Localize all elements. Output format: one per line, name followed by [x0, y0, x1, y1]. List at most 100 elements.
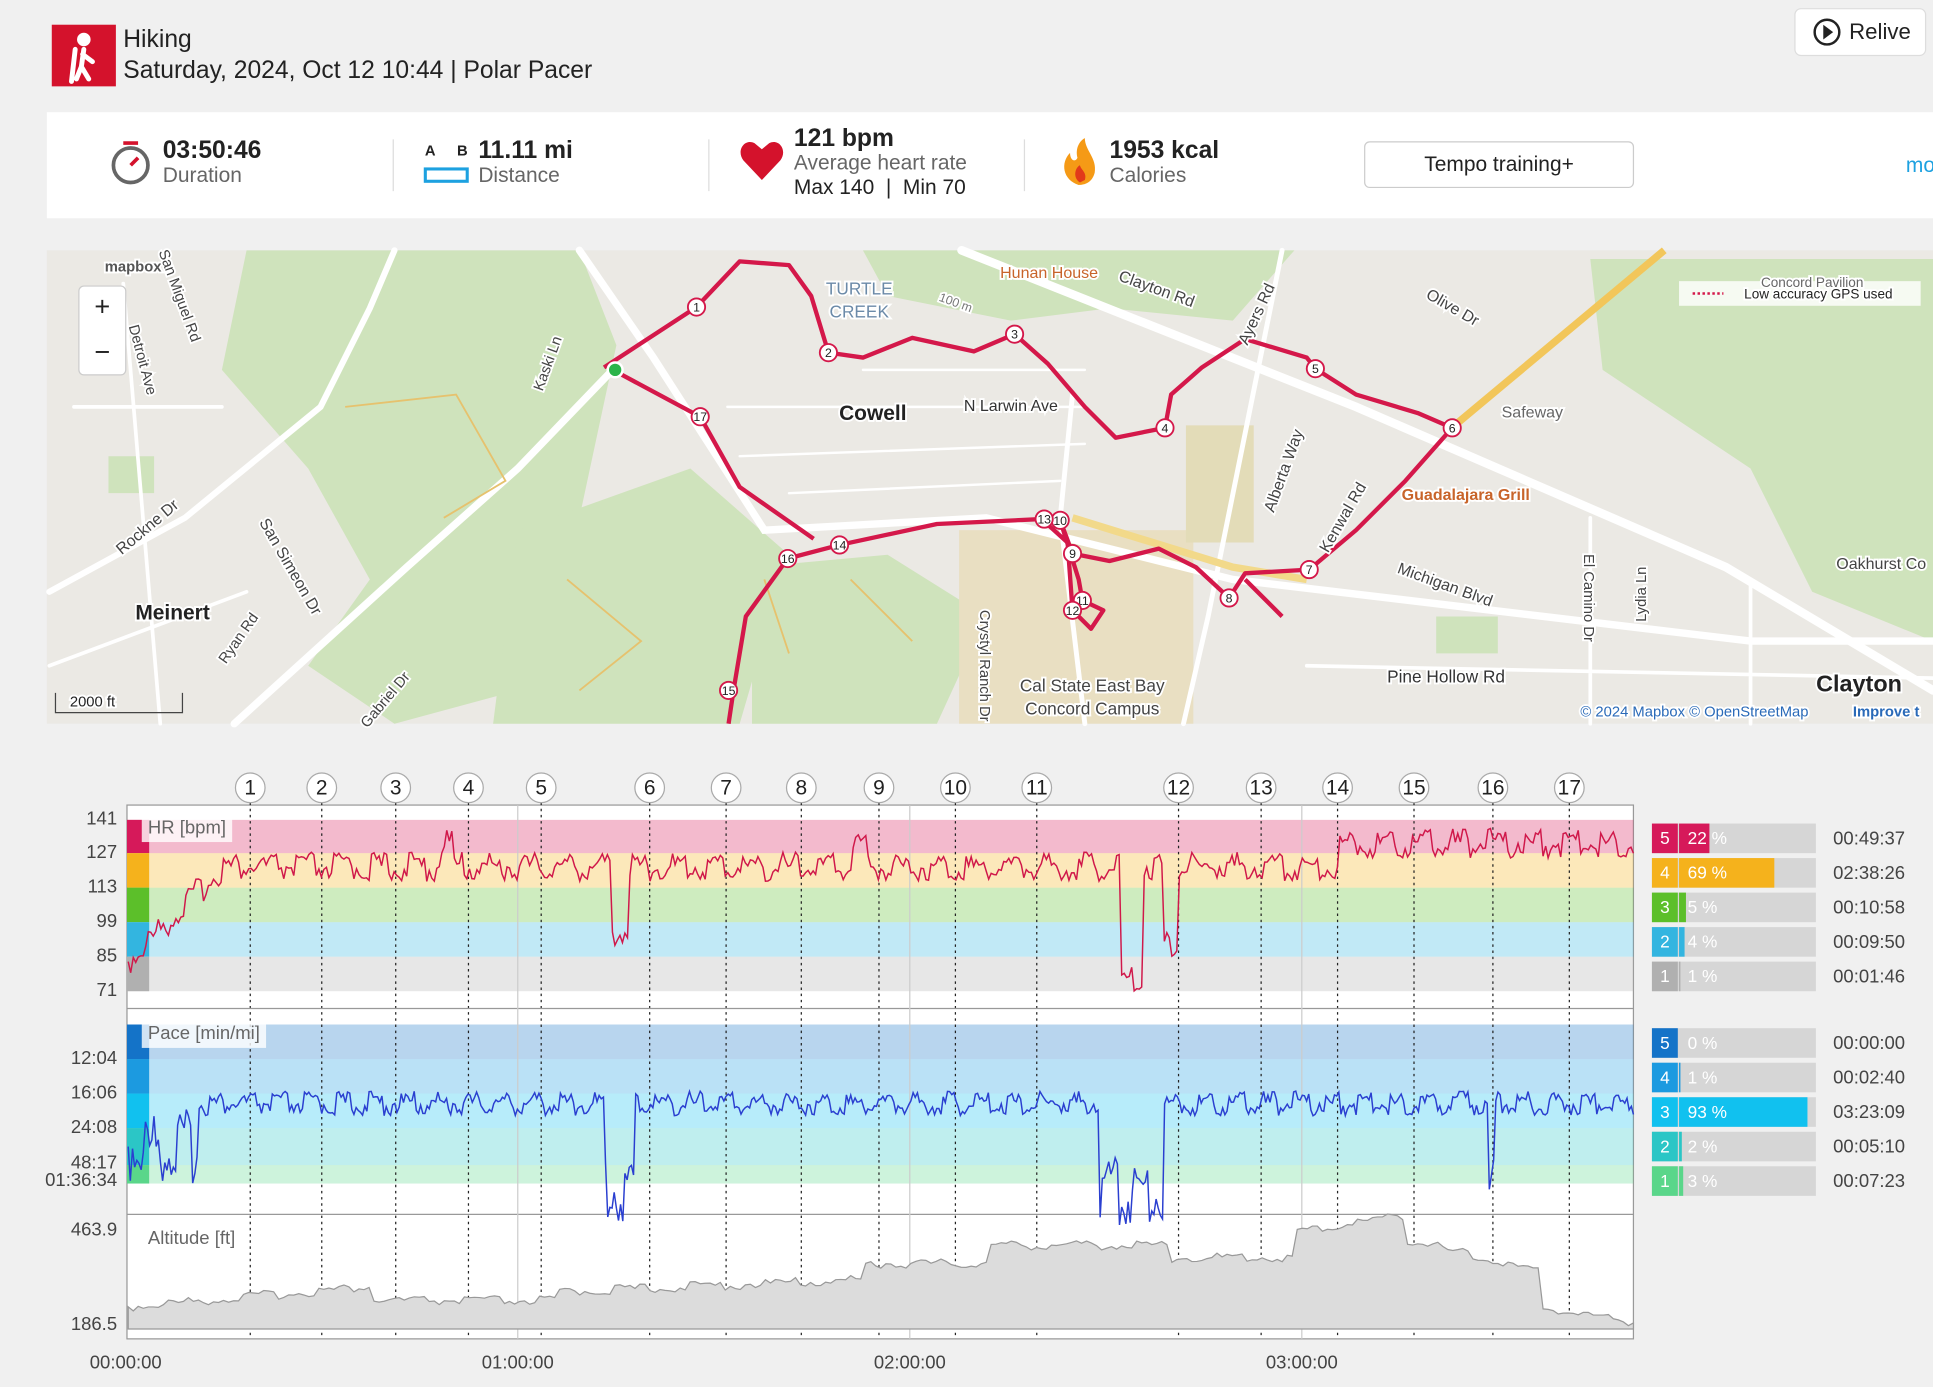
zone-strip	[126, 887, 150, 923]
pace-tick-label: 12:04	[71, 1047, 117, 1068]
lap-badge[interactable]	[234, 772, 266, 804]
lap-badge[interactable]	[634, 772, 666, 804]
zone-time: 00:01:46	[1833, 966, 1905, 987]
altitude-tick-label: 463.9	[71, 1218, 117, 1239]
zone-time: 00:09:50	[1833, 931, 1905, 952]
duration-value: 03:50:46	[163, 137, 262, 164]
lap-label: 14	[1326, 777, 1350, 800]
lap-badge[interactable]	[453, 772, 484, 804]
map-lap-marker	[829, 535, 850, 555]
zoom-control[interactable]	[78, 285, 127, 376]
map-lap-label: 15	[722, 684, 736, 698]
zoom-in[interactable]: +	[94, 290, 110, 321]
start-marker	[606, 361, 624, 379]
zone-number: 2	[1660, 1136, 1670, 1156]
lap-label: 10	[944, 777, 967, 800]
lap-label: 8	[795, 777, 807, 800]
zone-percent: 93 %	[1688, 1102, 1727, 1122]
lap-badge[interactable]	[1021, 772, 1053, 804]
map-lap-marker	[690, 407, 710, 427]
lap-badge[interactable]	[1477, 772, 1509, 804]
lap-badge[interactable]	[380, 772, 412, 804]
lap-badge[interactable]	[1322, 772, 1353, 804]
duration-label: Duration	[163, 164, 242, 187]
lap-badge[interactable]	[306, 772, 338, 804]
play-glyph	[1823, 24, 1834, 40]
map-parks	[108, 250, 1933, 724]
zone-percent: 0 %	[1688, 1033, 1718, 1053]
lap-badge[interactable]	[939, 772, 971, 804]
zone-time: 00:05:10	[1833, 1136, 1905, 1157]
hr-tick-label: 141	[86, 808, 117, 829]
lap-badge[interactable]	[525, 772, 557, 804]
map-label: © 2024 Mapbox © OpenStreetMap	[1580, 705, 1808, 721]
pace-tick-label: 16:06	[71, 1081, 117, 1102]
zone-percent: 1 %	[1688, 966, 1718, 986]
lap-badge[interactable]	[1398, 772, 1430, 804]
zone-number: 1	[1660, 1171, 1670, 1191]
hr-tick-label: 127	[86, 841, 117, 862]
route	[602, 259, 1455, 725]
zoom-out[interactable]: −	[94, 336, 110, 367]
map-label: Cowell	[839, 402, 906, 425]
zone-number-bg	[1651, 961, 1678, 992]
map-lap-label: 16	[781, 552, 795, 566]
lap-badge[interactable]	[1245, 772, 1277, 804]
zone-bar	[1679, 927, 1685, 957]
map-label: Concord Pavilion	[1761, 275, 1863, 290]
map-label: Lydia Ln	[1634, 567, 1650, 622]
activity-title: Hiking	[123, 26, 191, 53]
map-label: 2000 ft	[70, 695, 115, 711]
lap-label: 1	[244, 777, 256, 800]
lap-badge[interactable]	[1553, 772, 1585, 804]
ruler-icon	[423, 167, 469, 183]
panel-label: Altitude [ft]	[148, 1227, 235, 1248]
zone-percent: 69 %	[1688, 863, 1727, 883]
zone-number-bg	[1651, 1062, 1678, 1093]
lap-badge[interactable]	[1163, 772, 1194, 804]
zone-number-bg	[1651, 858, 1678, 888]
altitude-area	[127, 1213, 1635, 1330]
lap-label: 12	[1167, 777, 1190, 800]
lap-badge[interactable]	[710, 772, 742, 804]
lap-badge[interactable]	[863, 772, 895, 804]
zone-time: 03:23:09	[1833, 1101, 1905, 1122]
zone-number-bg	[1651, 1097, 1678, 1127]
zone-strip	[126, 1128, 150, 1166]
lap-badge[interactable]	[785, 772, 817, 804]
panel-label: Pace [min/mi]	[148, 1022, 260, 1043]
lap-label: 6	[644, 777, 656, 800]
flame-core	[1075, 165, 1086, 183]
charts	[126, 802, 1635, 1340]
highway	[1452, 247, 1667, 429]
zone-bar	[1679, 892, 1686, 923]
play-icon	[1813, 18, 1841, 46]
map-lap-marker	[1062, 544, 1083, 564]
summary-bar	[46, 112, 1933, 219]
lap-label: 9	[873, 777, 885, 800]
flame-icon	[1064, 138, 1096, 185]
map-lap-marker	[1005, 324, 1025, 344]
map-lap-marker	[1299, 560, 1319, 580]
map-roads	[46, 246, 1933, 728]
zone-time: 00:00:00	[1833, 1032, 1905, 1053]
zone-band	[126, 1024, 1634, 1060]
zone-number: 1	[1660, 966, 1670, 986]
training-label: Tempo training+	[1424, 153, 1574, 176]
map-lap-label: 8	[1226, 591, 1233, 605]
hr-tick-label: 71	[97, 979, 118, 1000]
map-lap-label: 1	[693, 301, 700, 315]
map-lap-marker	[1305, 359, 1325, 379]
lap-label: 7	[720, 777, 732, 800]
zone-number: 3	[1660, 897, 1670, 917]
map-label: Oakhurst Co	[1836, 555, 1926, 573]
training-button[interactable]	[1364, 141, 1635, 189]
zone-bar	[1679, 858, 1775, 888]
map-label: Improve t	[1853, 705, 1920, 721]
lap-label: 5	[535, 777, 547, 800]
more-link[interactable]: mo	[1906, 154, 1933, 177]
pace-tick-label: 24:08	[71, 1116, 117, 1137]
map-label: Concord Campus	[1025, 699, 1159, 719]
